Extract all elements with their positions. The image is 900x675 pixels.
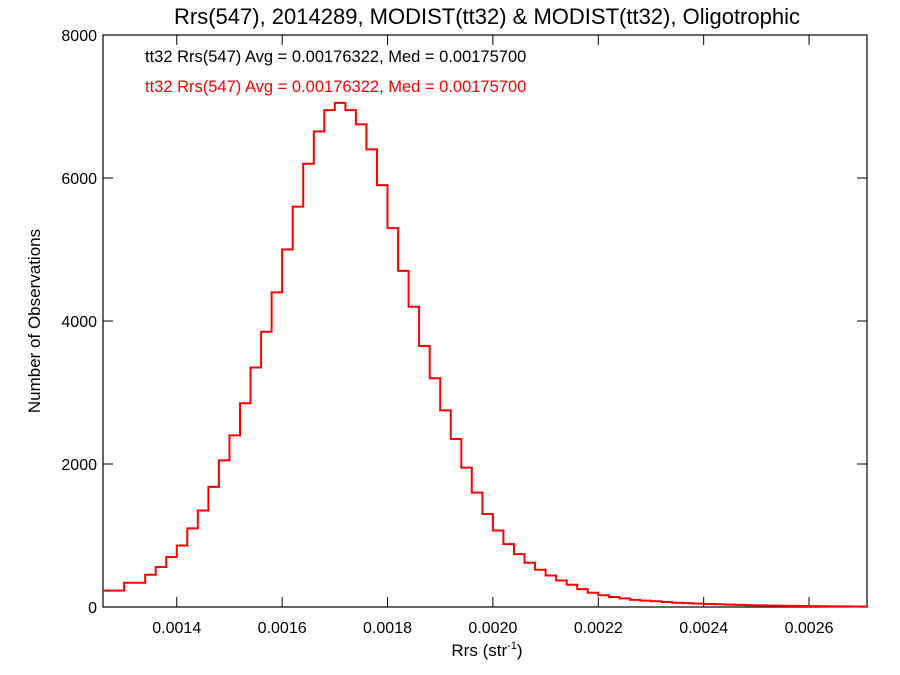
series-group [103,101,867,608]
x-axis-label-close: ) [517,641,523,660]
x-axis-label-main: Rrs (str [451,641,507,660]
y-axis-label: Number of Observations [25,229,44,413]
annotation-black: tt32 Rrs(547) Avg = 0.00176322, Med = 0.… [145,48,526,66]
y-tick-label: 0 [88,600,97,617]
x-tick-label: 0.0020 [468,620,517,637]
histogram-series-line [103,101,867,608]
annotation-red: tt32 Rrs(547) Avg = 0.00176322, Med = 0.… [145,78,526,96]
y-axis-ticks: 0 2000 4000 6000 8000 [61,28,867,617]
chart-title: Rrs(547), 2014289, MODIST(tt32) & MODIST… [174,4,800,29]
y-tick-label: 6000 [61,171,97,188]
y-tick-label: 4000 [61,314,97,331]
x-tick-label: 0.0022 [574,620,623,637]
plot-frame [102,34,868,608]
y-tick-label: 2000 [61,457,97,474]
x-tick-label: 0.0018 [363,620,412,637]
y-tick-label: 8000 [61,28,97,45]
x-axis-label: Rrs (str-1) [451,640,522,660]
x-axis-ticks: 0.0014 0.0016 0.0018 0.0020 0.0022 0.0024 0.00… [152,35,834,637]
x-axis-label-superscript: -1 [507,640,517,652]
x-tick-label: 0.0014 [152,620,201,637]
x-tick-label: 0.0016 [258,620,307,637]
x-tick-label: 0.0024 [679,620,728,637]
x-tick-label: 0.0026 [785,620,834,637]
